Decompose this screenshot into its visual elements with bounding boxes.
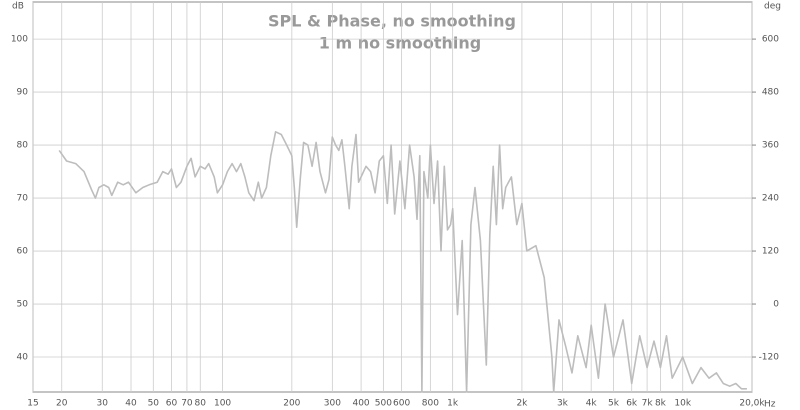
x-tick-label: 40 — [125, 399, 137, 409]
y-tick-label: 50 — [17, 300, 29, 310]
x-tick-label: 300 — [324, 399, 341, 409]
x-tick-label: 70 — [181, 399, 193, 409]
x-tick-label: 1k — [447, 399, 459, 409]
x-tick-label: 4k — [586, 399, 598, 409]
x-tick-label: 5k — [608, 399, 620, 409]
x-tick-label: 200 — [283, 399, 300, 409]
x-tick-label: 6k — [626, 399, 638, 409]
x-tick-label: 30 — [97, 399, 109, 409]
y2-tick-label: 240 — [762, 194, 779, 204]
y2-tick-label: 120 — [762, 247, 779, 257]
x-tick-label: 3k — [557, 399, 569, 409]
x-tick-label: 20,0k — [739, 399, 765, 409]
x-tick-label: 60 — [166, 399, 178, 409]
y2-axis-label: deg — [764, 2, 781, 12]
chart-subtitle: 1 m no smoothing — [319, 34, 481, 53]
x-tick-label: 15 — [27, 399, 38, 409]
x-tick-label: 800 — [422, 399, 439, 409]
spl-line — [58, 131, 747, 393]
x-tick-label: 100 — [214, 399, 231, 409]
x-axis-label: Hz — [764, 400, 776, 410]
x-tick-label: 10k — [674, 399, 691, 409]
y2-tick-label: 0 — [773, 300, 779, 310]
y-tick-label: 60 — [17, 247, 29, 257]
chart-title: SPL & Phase, no smoothing — [268, 12, 516, 31]
y-tick-label: 80 — [17, 141, 29, 151]
y2-tick-label: 480 — [762, 88, 779, 98]
x-tick-label: 400 — [352, 399, 369, 409]
y-axis-label: dB — [12, 2, 24, 12]
y2-tick-label: 600 — [762, 35, 779, 45]
y-tick-label: 70 — [17, 194, 29, 204]
x-tick-label: 8k — [655, 399, 667, 409]
x-tick-label: 500 — [375, 399, 392, 409]
x-tick-label: 50 — [148, 399, 160, 409]
plot-frame — [32, 1, 753, 393]
x-tick-label: 600 — [393, 399, 410, 409]
y2-tick-label: 360 — [762, 141, 779, 151]
y2-tick-label: -120 — [759, 353, 780, 363]
y-tick-label: 90 — [17, 88, 29, 98]
y-tick-label: 100 — [11, 35, 28, 45]
x-tick-label: 2k — [516, 399, 528, 409]
y-tick-label: 40 — [17, 353, 29, 363]
x-tick-label: 80 — [195, 399, 207, 409]
x-tick-label: 20 — [56, 399, 68, 409]
x-tick-label: 7k — [642, 399, 654, 409]
